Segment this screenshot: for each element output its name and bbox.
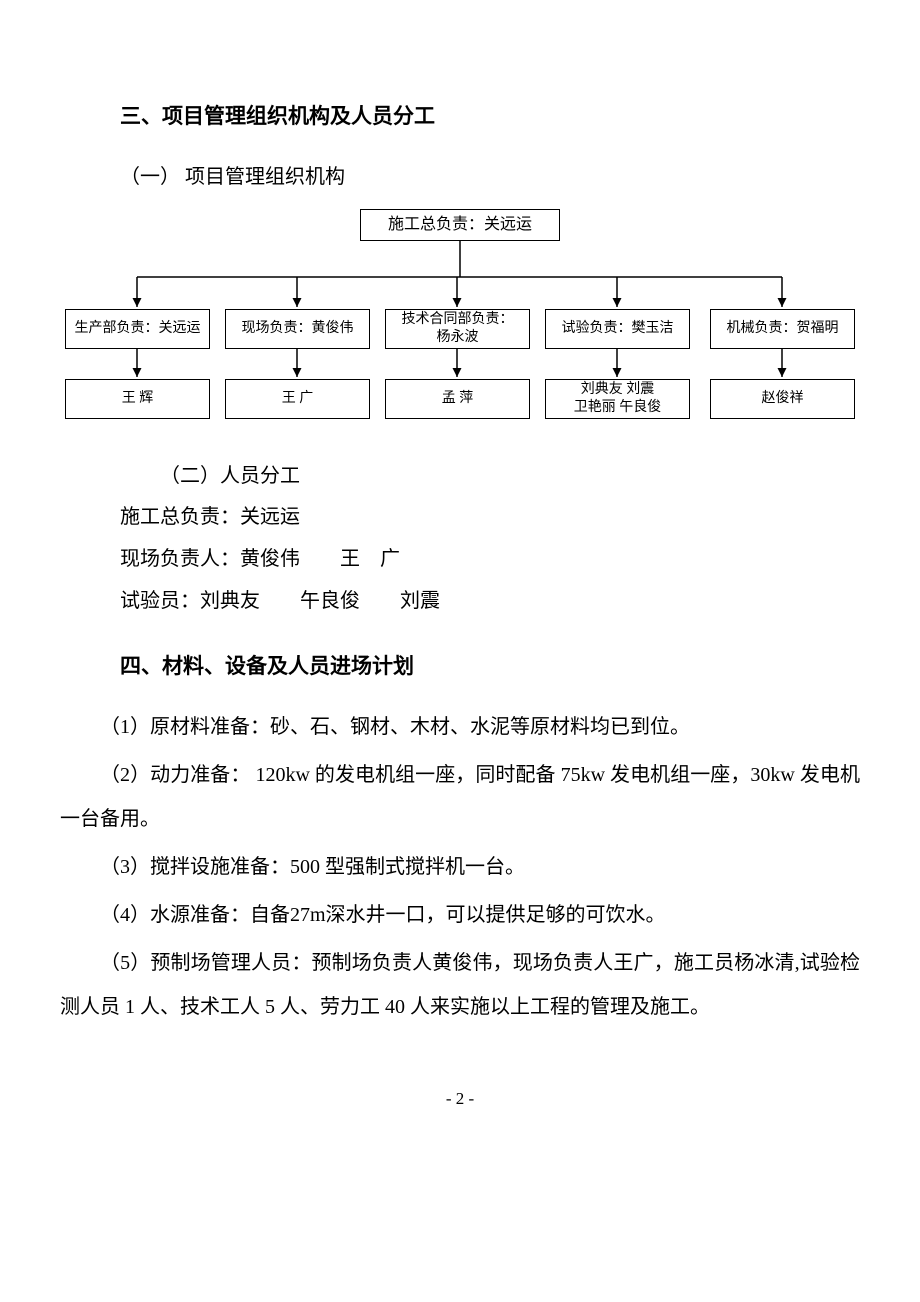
- plan-item-3: （3）搅拌设施准备：500 型强制式搅拌机一台。: [60, 845, 860, 889]
- people-line-2: 现场负责人：黄俊伟 王 广: [120, 540, 860, 578]
- plan-item-2: （2）动力准备： 120kw 的发电机组一座，同时配备 75kw 发电机组一座，…: [60, 753, 860, 841]
- plan-item-1: （1）原材料准备：砂、石、钢材、木材、水泥等原材料均已到位。: [60, 705, 860, 749]
- org-chart: 施工总负责：关远运 生产部负责：关远运 现场负责：黄俊伟 技术合同部负责：杨永波…: [65, 209, 855, 439]
- plan-item-4: （4）水源准备：自备27m深水井一口，可以提供足够的可饮水。: [60, 893, 860, 937]
- people-line-3: 试验员：刘典友 午良俊 刘震: [120, 582, 860, 620]
- org-mid-box-2: 现场负责：黄俊伟: [225, 309, 370, 349]
- org-bot-box-5: 赵俊祥: [710, 379, 855, 419]
- section-3-heading: 三、项目管理组织机构及人员分工: [120, 100, 860, 130]
- subsection-2-heading: （二）人员分工: [160, 459, 860, 488]
- org-mid-box-3: 技术合同部负责：杨永波: [385, 309, 530, 349]
- org-top-box: 施工总负责：关远运: [360, 209, 560, 241]
- subsection-1-heading: （一） 项目管理组织机构: [120, 160, 860, 189]
- page-number: - 2 -: [60, 1089, 860, 1109]
- section-4-heading: 四、材料、设备及人员进场计划: [120, 650, 860, 680]
- org-mid-box-5: 机械负责：贺福明: [710, 309, 855, 349]
- plan-item-5: （5）预制场管理人员：预制场负责人黄俊伟，现场负责人王广，施工员杨冰清,试验检测…: [60, 941, 860, 1029]
- org-mid-box-1: 生产部负责：关远运: [65, 309, 210, 349]
- org-bot-box-2: 王 广: [225, 379, 370, 419]
- org-bot-box-1: 王 辉: [65, 379, 210, 419]
- people-line-1: 施工总负责：关远运: [120, 498, 860, 536]
- org-bot-box-3: 孟 萍: [385, 379, 530, 419]
- org-mid-box-4: 试验负责：樊玉洁: [545, 309, 690, 349]
- org-bot-box-4: 刘典友 刘震卫艳丽 午良俊: [545, 379, 690, 419]
